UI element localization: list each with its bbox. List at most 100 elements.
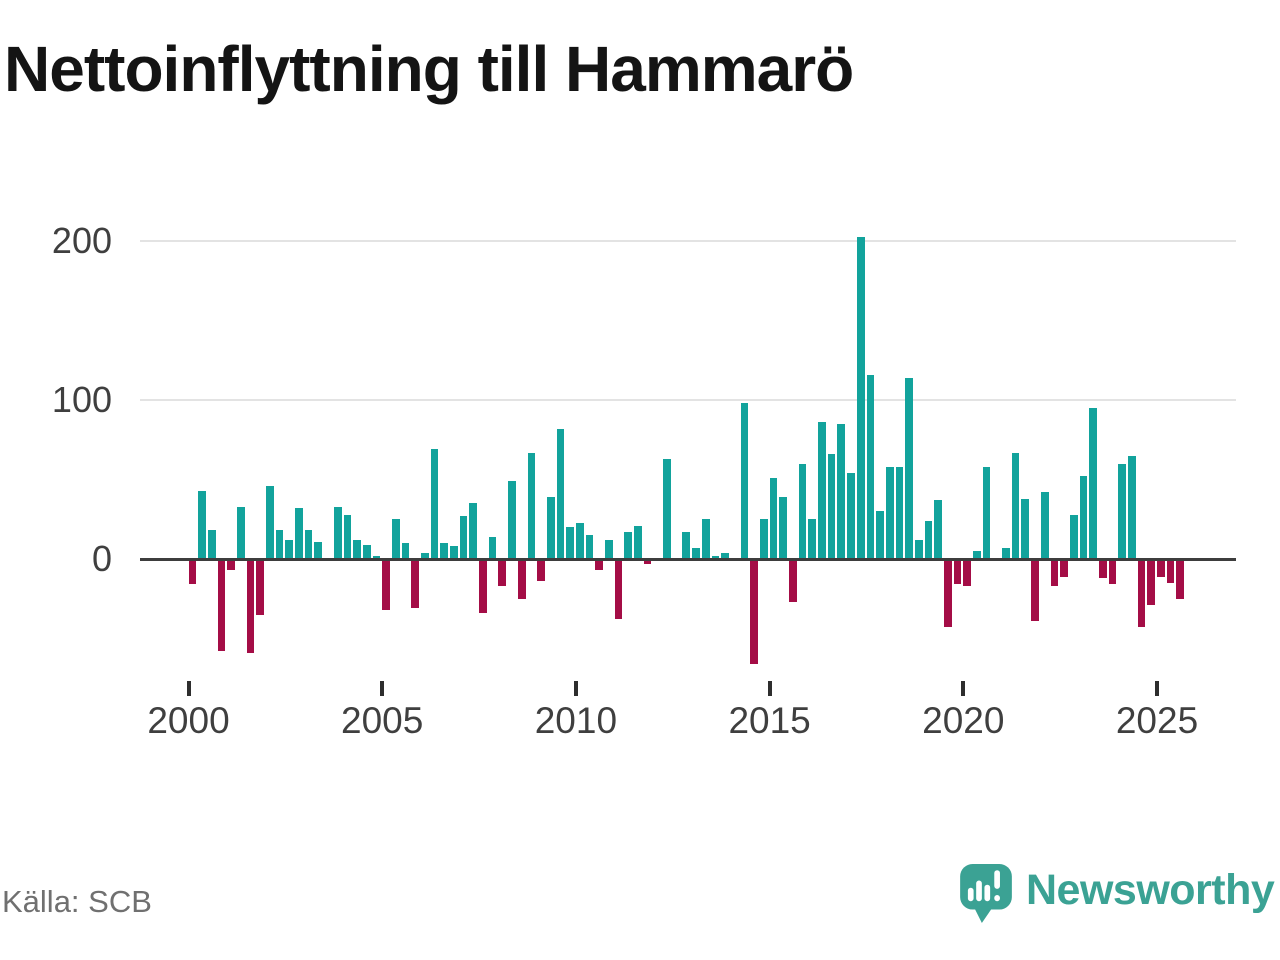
bar-2013Q4	[721, 552, 729, 559]
bar-2001Q3	[246, 559, 255, 653]
logo-bubble-icon	[960, 864, 1012, 923]
bar-2001Q1	[227, 559, 235, 571]
bar-2019Q4	[953, 559, 962, 585]
bar-2007Q3	[479, 559, 487, 613]
bar-2024Q4	[1147, 559, 1156, 606]
bar-2005Q2	[391, 519, 400, 559]
bar-2015Q1	[769, 478, 778, 559]
bar-2022Q3	[1060, 559, 1068, 577]
source-note: Källa: SCB	[2, 884, 152, 919]
bar-2011Q1	[614, 559, 623, 620]
bar-2019Q1	[924, 520, 933, 559]
x-tick-2015	[767, 681, 772, 696]
page-title: Nettoinflyttning till Hammarö	[4, 33, 854, 105]
bar-2006Q1	[420, 552, 429, 559]
bar-2022Q2	[1050, 559, 1059, 586]
bar-2025Q2	[1166, 559, 1175, 583]
bar-2005Q4	[411, 559, 420, 609]
bar-2010Q4	[605, 539, 613, 559]
bar-2013Q3	[711, 555, 720, 559]
bar-2016Q2	[818, 422, 826, 559]
bar-2010Q3	[595, 559, 604, 571]
bar-2008Q4	[527, 452, 536, 559]
bar-2023Q3	[1098, 559, 1107, 579]
bar-2021Q1	[1002, 547, 1010, 559]
x-axis-label-2015: 2015	[728, 700, 811, 741]
bar-2018Q3	[905, 378, 913, 559]
bar-2014Q4	[759, 519, 768, 559]
bar-2002Q2	[275, 530, 284, 559]
bar-2011Q3	[634, 525, 642, 559]
bar-2000Q3	[207, 530, 216, 559]
bar-2003Q4	[333, 506, 342, 559]
x-axis-label-2025: 2025	[1115, 700, 1199, 741]
bar-2000Q2	[198, 490, 206, 559]
gridline-y100	[140, 399, 1236, 402]
bar-2006Q2	[430, 449, 439, 559]
x-axis-label-2010: 2010	[534, 700, 618, 741]
bar-2013Q2	[701, 519, 710, 559]
y-axis-label-0: 0	[91, 538, 112, 579]
bar-2010Q1	[575, 522, 584, 559]
bar-2018Q1	[885, 466, 894, 559]
y-axis-label-100: 100	[51, 379, 112, 421]
bar-2023Q4	[1108, 559, 1117, 585]
bar-2002Q3	[285, 539, 294, 559]
x-axis-label-2000: 2000	[147, 700, 230, 741]
newsworthy-logo: Newsworthy	[960, 862, 1276, 926]
bar-2012Q4	[682, 532, 691, 559]
bar-2012Q2	[663, 459, 671, 559]
bar-2008Q2	[508, 481, 516, 559]
bar-2008Q1	[498, 559, 507, 586]
bar-2025Q1	[1157, 559, 1165, 577]
bar-2025Q3	[1176, 559, 1185, 599]
bar-2004Q1	[343, 514, 352, 559]
bar-2013Q1	[692, 547, 700, 559]
bar-2024Q1	[1118, 463, 1127, 559]
bar-2017Q2	[856, 236, 865, 559]
bar-2011Q2	[624, 532, 633, 559]
bar-2009Q1	[537, 559, 545, 582]
bar-2009Q2	[546, 497, 555, 559]
bar-2004Q3	[362, 544, 371, 559]
bar-2017Q4	[876, 511, 884, 559]
bar-2005Q1	[382, 559, 390, 610]
bar-2016Q4	[837, 424, 846, 559]
bar-2011Q4	[643, 559, 652, 564]
x-tick-2025	[1155, 681, 1159, 696]
gridline-y200	[140, 240, 1236, 243]
bar-2005Q3	[401, 543, 410, 559]
bar-2019Q2	[934, 500, 942, 559]
bar-2021Q4	[1031, 559, 1039, 621]
bar-2004Q4	[372, 555, 381, 559]
bar-2006Q3	[440, 543, 449, 559]
x-tick-2010	[573, 681, 578, 696]
bar-2024Q3	[1137, 559, 1146, 628]
bar-2002Q4	[295, 508, 303, 559]
bar-2016Q3	[827, 454, 836, 559]
bar-2003Q2	[314, 541, 323, 559]
bar-2010Q2	[585, 535, 594, 559]
bar-2000Q4	[217, 559, 226, 652]
bar-2007Q2	[469, 503, 478, 559]
bar-2018Q2	[895, 466, 904, 559]
bar-2006Q4	[450, 546, 458, 559]
bar-2002Q1	[266, 486, 274, 559]
bar-2009Q4	[566, 527, 574, 559]
bar-2004Q2	[353, 539, 361, 559]
bar-2007Q1	[459, 516, 468, 559]
bar-2007Q4	[488, 536, 497, 559]
bar-2017Q3	[866, 374, 875, 559]
bar-2017Q1	[847, 473, 855, 559]
bar-2021Q2	[1011, 452, 1020, 559]
bar-2000Q1	[188, 559, 197, 585]
bar-2023Q2	[1089, 408, 1097, 559]
bar-2001Q4	[256, 559, 265, 615]
bar-2001Q2	[236, 506, 245, 559]
bar-2023Q1	[1079, 476, 1088, 559]
bar-2022Q4	[1069, 514, 1078, 559]
zero-axis-line	[140, 557, 1236, 561]
bar-2022Q1	[1040, 492, 1049, 559]
